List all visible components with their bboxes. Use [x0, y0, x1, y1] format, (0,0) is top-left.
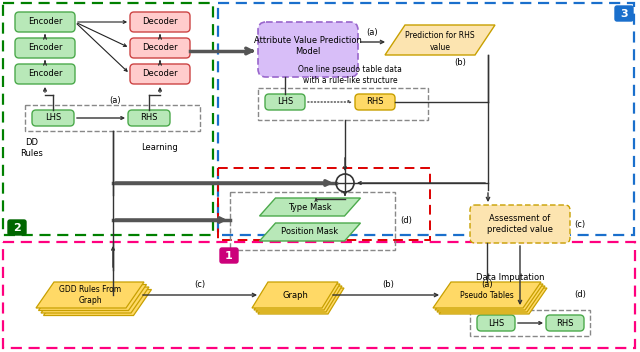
Text: One line pseudo table data
with a rule-like structure: One line pseudo table data with a rule-l…	[298, 65, 402, 85]
Text: Attribute Value Prediction
Model: Attribute Value Prediction Model	[254, 36, 362, 56]
Text: Assessment of
predicted value: Assessment of predicted value	[487, 214, 553, 234]
FancyBboxPatch shape	[477, 315, 515, 331]
Text: Encoder: Encoder	[28, 44, 62, 52]
Text: Decoder: Decoder	[142, 18, 178, 26]
FancyBboxPatch shape	[220, 248, 238, 263]
Polygon shape	[385, 25, 495, 55]
Text: Data Imputation: Data Imputation	[476, 274, 544, 283]
Text: RHS: RHS	[556, 319, 573, 327]
Bar	[25, 105, 200, 131]
FancyBboxPatch shape	[355, 94, 395, 110]
Text: Encoder: Encoder	[28, 18, 62, 26]
Text: (b): (b)	[382, 279, 394, 289]
FancyBboxPatch shape	[258, 22, 358, 77]
Polygon shape	[252, 282, 338, 308]
Polygon shape	[254, 284, 340, 310]
Text: Learning: Learning	[141, 144, 179, 152]
Text: LHS: LHS	[45, 113, 61, 122]
Text: Type Mask: Type Mask	[288, 202, 332, 212]
Text: (a): (a)	[109, 95, 121, 105]
Polygon shape	[258, 288, 344, 314]
Bar	[470, 310, 590, 336]
Text: (b): (b)	[454, 57, 466, 67]
Text: Pseudo Tables: Pseudo Tables	[460, 290, 514, 300]
Text: (a): (a)	[366, 27, 378, 37]
Text: Position Mask: Position Mask	[282, 227, 339, 237]
Text: (d): (d)	[400, 215, 412, 225]
FancyBboxPatch shape	[130, 38, 190, 58]
Text: value: value	[429, 43, 451, 51]
Bar	[218, 168, 430, 240]
Text: (a): (a)	[481, 279, 493, 289]
Text: LHS: LHS	[277, 98, 293, 107]
Polygon shape	[259, 223, 360, 241]
Polygon shape	[439, 288, 547, 314]
Text: RHS: RHS	[366, 98, 384, 107]
Bar	[258, 88, 428, 120]
Polygon shape	[256, 286, 342, 312]
Text: (d): (d)	[574, 290, 586, 300]
Text: RHS: RHS	[140, 113, 157, 122]
FancyBboxPatch shape	[15, 12, 75, 32]
Text: GDD Rules From
Graph: GDD Rules From Graph	[59, 285, 121, 305]
Text: Decoder: Decoder	[142, 69, 178, 78]
Bar	[230, 192, 395, 250]
FancyBboxPatch shape	[615, 6, 633, 21]
FancyBboxPatch shape	[128, 110, 170, 126]
Text: (c): (c)	[575, 220, 586, 228]
Text: 3: 3	[620, 9, 628, 19]
Text: 2: 2	[13, 223, 21, 233]
Bar	[3, 3, 213, 235]
Text: 1: 1	[225, 251, 233, 261]
Polygon shape	[36, 282, 144, 308]
Text: DD
Rules: DD Rules	[20, 138, 44, 158]
FancyBboxPatch shape	[15, 64, 75, 84]
Polygon shape	[259, 198, 360, 216]
Polygon shape	[38, 284, 147, 310]
FancyBboxPatch shape	[546, 315, 584, 331]
FancyBboxPatch shape	[32, 110, 74, 126]
Text: Encoder: Encoder	[28, 69, 62, 78]
FancyBboxPatch shape	[15, 38, 75, 58]
Polygon shape	[44, 289, 152, 315]
FancyBboxPatch shape	[8, 220, 26, 235]
Text: (c): (c)	[195, 279, 205, 289]
FancyBboxPatch shape	[265, 94, 305, 110]
FancyBboxPatch shape	[470, 205, 570, 243]
Text: Prediction for RHS: Prediction for RHS	[405, 31, 475, 40]
Bar	[218, 3, 634, 235]
Text: Graph: Graph	[282, 290, 308, 300]
Bar	[3, 242, 635, 348]
Polygon shape	[433, 282, 541, 308]
Polygon shape	[41, 287, 149, 313]
Text: Decoder: Decoder	[142, 44, 178, 52]
FancyBboxPatch shape	[130, 64, 190, 84]
Polygon shape	[435, 284, 543, 310]
Polygon shape	[437, 286, 545, 312]
Text: LHS: LHS	[488, 319, 504, 327]
FancyBboxPatch shape	[130, 12, 190, 32]
